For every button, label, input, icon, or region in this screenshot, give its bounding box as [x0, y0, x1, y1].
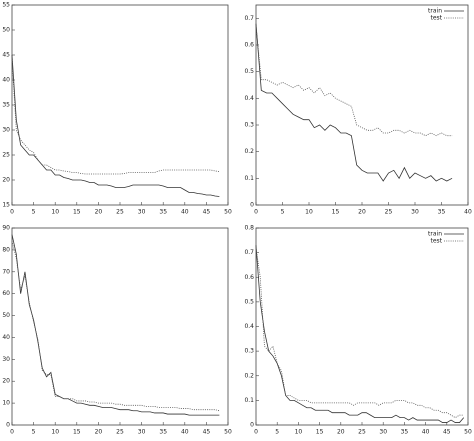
y-tick-label: 80 — [2, 246, 10, 253]
x-tick-label: 30 — [138, 429, 146, 436]
series-line — [11, 234, 220, 416]
y-tick-label: 30 — [2, 127, 10, 134]
plot-frame — [11, 4, 229, 206]
x-tick-label: 25 — [116, 209, 124, 216]
y-tick-label: 70 — [2, 268, 10, 275]
plot-frame — [11, 227, 229, 426]
y-tick-label: 90 — [2, 225, 10, 232]
legend-label: test — [430, 15, 442, 22]
y-tick-label: 0.1 — [244, 397, 254, 404]
x-tick-label: 50 — [224, 429, 232, 436]
y-tick-label: 0.2 — [244, 148, 254, 155]
x-tick-label: 25 — [385, 209, 393, 216]
x-tick-label: 45 — [203, 209, 211, 216]
y-tick-label: 0.7 — [244, 15, 254, 22]
x-tick-label: 10 — [295, 429, 303, 436]
x-tick-label: 20 — [95, 209, 103, 216]
x-tick-label: 10 — [305, 209, 313, 216]
x-tick-label: 5 — [32, 429, 36, 436]
x-tick-label: 0 — [10, 209, 14, 216]
y-tick-label: 0.6 — [244, 42, 254, 49]
x-tick-label: 15 — [316, 429, 324, 436]
y-tick-label: 50 — [2, 312, 10, 319]
x-tick-label: 30 — [411, 209, 419, 216]
y-tick-label: 15 — [2, 202, 10, 209]
y-tick-label: 0.1 — [244, 175, 254, 182]
x-tick-label: 5 — [32, 209, 36, 216]
y-tick-label: 0.3 — [244, 348, 254, 355]
y-tick-label: 0 — [250, 422, 254, 429]
y-tick-label: 0.4 — [244, 95, 254, 102]
x-tick-label: 35 — [159, 429, 167, 436]
x-tick-label: 5 — [281, 209, 285, 216]
x-tick-label: 50 — [464, 429, 472, 436]
x-tick-label: 15 — [332, 209, 340, 216]
x-tick-label: 10 — [51, 209, 59, 216]
plot-frame — [255, 4, 469, 206]
x-tick-label: 25 — [358, 429, 366, 436]
x-tick-label: 10 — [51, 429, 59, 436]
x-tick-label: 40 — [181, 209, 189, 216]
y-tick-label: 60 — [2, 290, 10, 297]
x-tick-label: 0 — [254, 429, 258, 436]
series-line — [255, 23, 453, 182]
series-line — [255, 247, 464, 419]
x-tick-label: 45 — [203, 429, 211, 436]
y-tick-label: 40 — [2, 334, 10, 341]
y-tick-label: 0.5 — [244, 298, 254, 305]
x-tick-label: 20 — [95, 429, 103, 436]
x-tick-label: 0 — [10, 429, 14, 436]
y-tick-label: 25 — [2, 152, 10, 159]
y-tick-label: 20 — [2, 378, 10, 385]
y-tick-label: 0.2 — [244, 372, 254, 379]
x-tick-label: 5 — [275, 429, 279, 436]
y-tick-label: 40 — [2, 77, 10, 84]
x-tick-label: 40 — [181, 429, 189, 436]
y-tick-label: 0.5 — [244, 68, 254, 75]
x-tick-label: 50 — [224, 209, 232, 216]
x-tick-label: 30 — [379, 429, 387, 436]
y-tick-label: 0.3 — [244, 122, 254, 129]
y-tick-label: 0 — [250, 202, 254, 209]
series-line — [255, 26, 453, 137]
x-tick-label: 0 — [254, 209, 258, 216]
y-tick-label: 20 — [2, 177, 10, 184]
y-tick-label: 30 — [2, 356, 10, 363]
legend-label: train — [428, 231, 442, 238]
x-tick-label: 35 — [159, 209, 167, 216]
x-tick-label: 25 — [116, 429, 124, 436]
legend-label: train — [428, 8, 442, 15]
x-tick-label: 40 — [422, 429, 430, 436]
series-line — [11, 54, 220, 197]
y-tick-label: 0 — [6, 422, 10, 429]
series-line — [11, 241, 220, 412]
x-tick-label: 45 — [443, 429, 451, 436]
y-tick-label: 10 — [2, 400, 10, 407]
y-tick-label: 0.6 — [244, 274, 254, 281]
y-tick-label: 35 — [2, 102, 10, 109]
y-tick-label: 45 — [2, 52, 10, 59]
y-tick-label: 0.8 — [244, 225, 254, 232]
series-line — [11, 59, 220, 175]
x-tick-label: 35 — [438, 209, 446, 216]
y-tick-label: 50 — [2, 27, 10, 34]
x-tick-label: 30 — [138, 209, 146, 216]
y-tick-label: 0.4 — [244, 323, 254, 330]
x-tick-label: 15 — [73, 209, 81, 216]
series-line — [255, 245, 465, 423]
x-tick-label: 35 — [401, 429, 409, 436]
y-tick-label: 0.7 — [244, 249, 254, 256]
x-tick-label: 40 — [464, 209, 472, 216]
x-tick-label: 15 — [73, 429, 81, 436]
y-tick-label: 55 — [2, 2, 10, 9]
legend-label: test — [430, 238, 442, 245]
x-tick-label: 20 — [358, 209, 366, 216]
x-tick-label: 20 — [337, 429, 345, 436]
